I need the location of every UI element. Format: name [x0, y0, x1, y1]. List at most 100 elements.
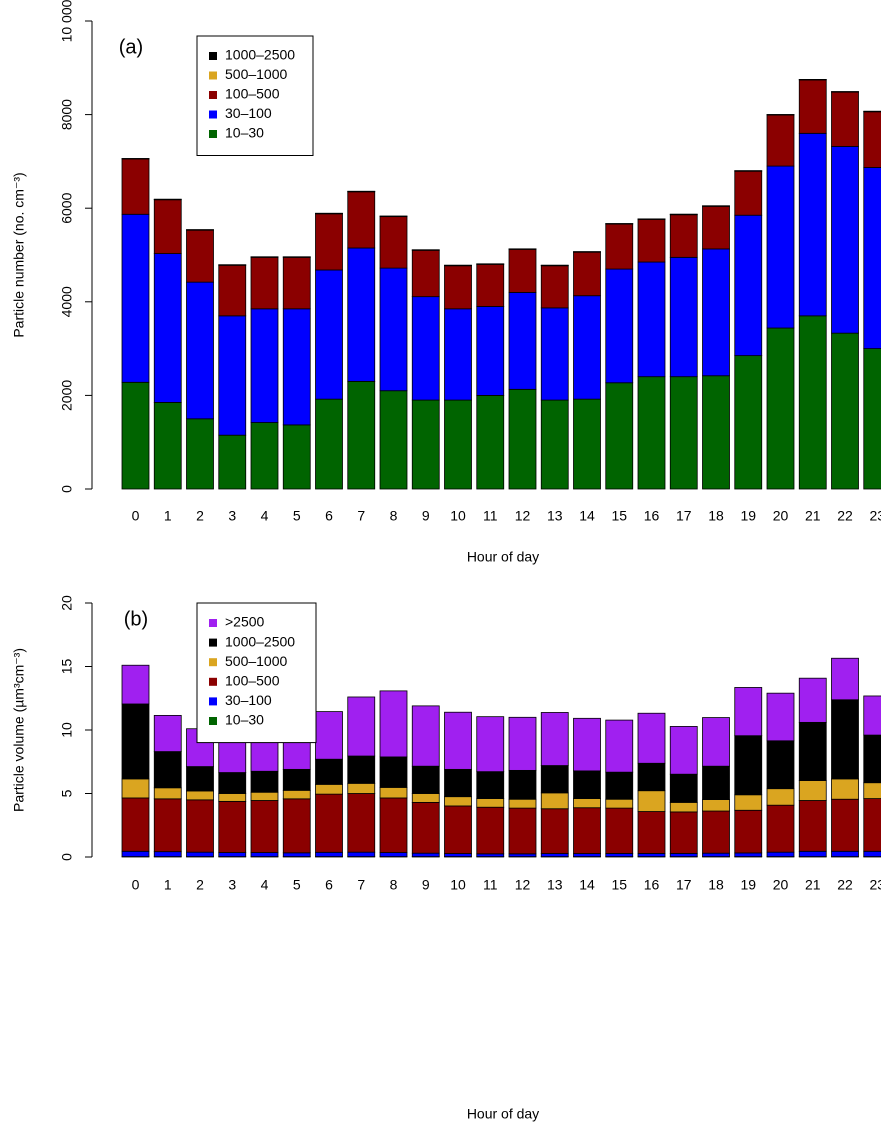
bar-segment: [637, 712, 666, 764]
bar-segment: [153, 199, 182, 254]
bar-segment: [250, 422, 279, 490]
bar-segment: [573, 798, 601, 809]
bar-segment: [766, 851, 795, 858]
bar-segment: [476, 306, 505, 396]
bar-segment: [508, 798, 537, 809]
bar-segment: [444, 308, 472, 401]
bar-segment: [798, 79, 827, 134]
legend-label: 100–500: [225, 86, 280, 102]
bar-segment: [153, 402, 182, 490]
y-tick-label: 10: [59, 722, 75, 738]
x-tick-label: 0: [132, 877, 140, 893]
x-tick-label: 11: [483, 877, 498, 893]
bar-segment: [605, 807, 634, 854]
bar-segment: [863, 782, 881, 799]
bar-segment: [734, 687, 763, 737]
x-tick-label: 10: [450, 508, 466, 524]
legend-label: 1000–2500: [225, 47, 295, 63]
bar-segment: [250, 256, 279, 310]
bar-segment: [734, 735, 763, 796]
bar-segment: [863, 798, 881, 852]
bar-segment: [734, 355, 763, 490]
bar-segment: [411, 296, 440, 401]
bar-segment: [798, 800, 827, 852]
bar-segment: [347, 191, 376, 249]
legend-swatch: [209, 619, 217, 627]
bar-segment: [186, 281, 214, 420]
legend-label: 30–100: [225, 105, 272, 121]
bar-segment: [379, 267, 408, 392]
x-tick-label: 5: [293, 877, 301, 893]
bar-segment: [476, 798, 505, 808]
x-tick-label: 17: [676, 508, 692, 524]
bar-segment: [508, 807, 537, 855]
x-tick-label: 6: [325, 508, 333, 524]
x-tick-label: 1: [164, 877, 172, 893]
x-tick-label: 23: [869, 877, 881, 893]
x-tick-label: 14: [579, 877, 595, 893]
bar-segment: [218, 315, 247, 436]
bar-segment: [734, 794, 763, 811]
bar-segment: [605, 719, 634, 773]
bar-segment: [186, 799, 214, 853]
bar-segment: [444, 805, 472, 854]
legend-swatch: [209, 110, 217, 119]
bar-segment: [573, 770, 601, 799]
legend-swatch: [209, 91, 217, 99]
bar-segment: [379, 797, 408, 853]
bar-segment: [347, 380, 376, 490]
bar-segment: [637, 811, 666, 854]
bar-segment: [573, 807, 601, 854]
bar-segment: [444, 265, 472, 310]
bar-segment: [121, 850, 150, 858]
bar-segment: [411, 249, 440, 298]
bar-segment: [863, 111, 881, 168]
bar-segment: [347, 793, 376, 853]
bar-segment: [153, 751, 182, 789]
legend-label: 10–30: [225, 712, 264, 728]
y-axis-title: Particle number (no. cm⁻³): [11, 172, 27, 337]
bar-segment: [282, 256, 311, 310]
bar-segment: [282, 424, 311, 490]
bar-segment: [766, 114, 795, 167]
legend-swatch: [209, 658, 217, 667]
bar-segment: [573, 853, 601, 858]
bar-segment: [411, 705, 440, 767]
bar-segment: [508, 769, 537, 800]
bar-segment: [476, 716, 505, 773]
legend-swatch: [209, 677, 217, 686]
bar-segment: [153, 253, 182, 403]
bar-segment: [218, 793, 247, 802]
bar-segment: [476, 394, 505, 490]
bar-segment: [476, 771, 505, 799]
bar-segment: [540, 399, 569, 490]
legend-label: 10–30: [225, 125, 264, 141]
bar-segment: [831, 798, 859, 852]
bar-segment: [702, 765, 730, 800]
x-tick-label: 21: [805, 508, 821, 524]
y-axis-title: Particle volume (µm³cm⁻³): [11, 648, 27, 812]
bar-segment: [347, 851, 376, 858]
y-tick-label: 2000: [59, 380, 75, 411]
bar-segment: [669, 726, 698, 775]
bar-segment: [218, 264, 247, 317]
bar-segment: [476, 853, 505, 858]
x-tick-label: 15: [611, 877, 627, 893]
x-tick-label: 17: [676, 877, 692, 893]
bar-segment: [637, 853, 666, 858]
x-tick-label: 4: [261, 508, 269, 524]
bar-segment: [831, 699, 859, 780]
bar-segment: [121, 703, 150, 780]
bar-segment: [186, 851, 214, 858]
x-tick-label: 6: [325, 877, 333, 893]
bar-segment: [702, 852, 730, 858]
bar-segment: [831, 657, 859, 701]
x-tick-label: 22: [837, 508, 853, 524]
bar-segment: [573, 295, 601, 400]
bar-segment: [605, 798, 634, 809]
x-tick-label: 9: [422, 508, 430, 524]
bar-segment: [347, 782, 376, 794]
bar-segment: [766, 788, 795, 806]
y-tick-label: 0: [59, 485, 75, 493]
bar-segment: [315, 711, 343, 760]
